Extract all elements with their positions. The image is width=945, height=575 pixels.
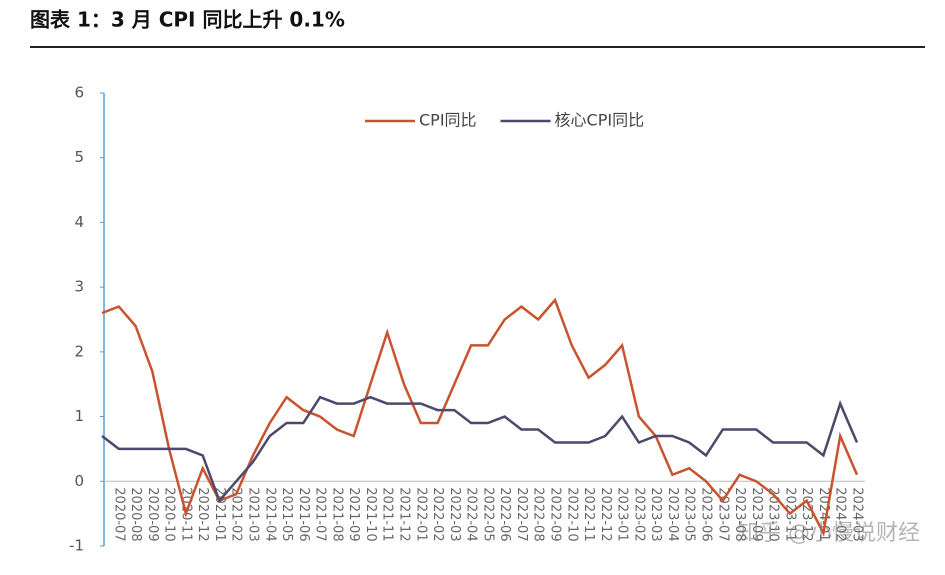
x-tick-label: 2023-09 [749, 487, 764, 541]
x-tick-label: 2021-01 [212, 487, 227, 541]
y-tick-label: -1 [69, 537, 84, 555]
x-tick-label: 2022-09 [548, 487, 563, 541]
y-tick-label: 5 [74, 148, 84, 166]
y-tick-label: 3 [74, 278, 84, 296]
legend-label: CPI同比 [419, 111, 477, 130]
x-tick-label: 2020-09 [145, 487, 160, 541]
x-tick-label: 2024-02 [833, 487, 848, 541]
x-tick-label: 2021-07 [313, 487, 328, 541]
x-tick-label: 2023-08 [732, 487, 747, 541]
x-tick-label: 2022-04 [464, 487, 479, 541]
y-tick-label: 6 [74, 84, 84, 102]
x-tick-label: 2023-10 [766, 487, 781, 541]
x-tick-label: 2020-12 [195, 487, 210, 541]
x-tick-label: 2021-12 [397, 487, 412, 541]
x-tick-label: 2020-08 [128, 487, 143, 541]
chart-title: 图表 1：3 月 CPI 同比上升 0.1% [30, 8, 345, 32]
x-tick-label: 2022-12 [598, 487, 613, 541]
line-series [101, 395, 859, 504]
x-tick-label: 2020-10 [162, 487, 177, 541]
x-tick-label: 2023-03 [648, 487, 663, 541]
x-tick-label: 2021-05 [279, 487, 294, 541]
x-tick-label: 2021-02 [229, 487, 244, 541]
x-tick-label: 2024-03 [850, 487, 865, 541]
x-tick-label: 2022-02 [430, 487, 445, 541]
x-tick-label: 2023-02 [631, 487, 646, 541]
x-tick-label: 2023-12 [799, 487, 814, 541]
x-tick-label: 2023-05 [682, 487, 697, 541]
x-tick-label: 2021-08 [329, 487, 344, 541]
x-tick-label: 2023-01 [615, 487, 630, 541]
x-tick-label: 2022-05 [480, 487, 495, 541]
y-tick-label: 4 [74, 213, 84, 231]
x-tick-label: 2023-06 [699, 487, 714, 541]
legend-label: 核心CPI同比 [555, 111, 645, 130]
x-tick-label: 2021-06 [296, 487, 311, 541]
x-tick-label: 2022-01 [413, 487, 428, 541]
watermark: 知乎 @小慢说财经 [737, 521, 920, 546]
x-tick-label: 2022-06 [497, 487, 512, 541]
x-tick-label: 2021-09 [346, 487, 361, 541]
y-tick-label: 1 [74, 407, 84, 425]
y-tick-label: 2 [74, 342, 84, 360]
x-tick-label: 2020-07 [111, 487, 126, 541]
line-series [101, 297, 859, 537]
x-tick-label: 2023-04 [665, 487, 680, 541]
x-tick-label: 2022-07 [514, 487, 529, 541]
x-tick-label: 2022-08 [531, 487, 546, 541]
x-tick-label: 2022-11 [581, 487, 596, 541]
x-tick-label: 2021-11 [380, 487, 395, 541]
x-tick-label: 2022-10 [564, 487, 579, 541]
y-tick-label: 0 [74, 472, 84, 490]
x-tick-label: 2021-03 [246, 487, 261, 541]
x-tick-label: 2022-03 [447, 487, 462, 541]
x-tick-label: 2021-04 [262, 487, 277, 541]
x-tick-label: 2021-10 [363, 487, 378, 541]
x-tick-label: 2023-07 [715, 487, 730, 541]
